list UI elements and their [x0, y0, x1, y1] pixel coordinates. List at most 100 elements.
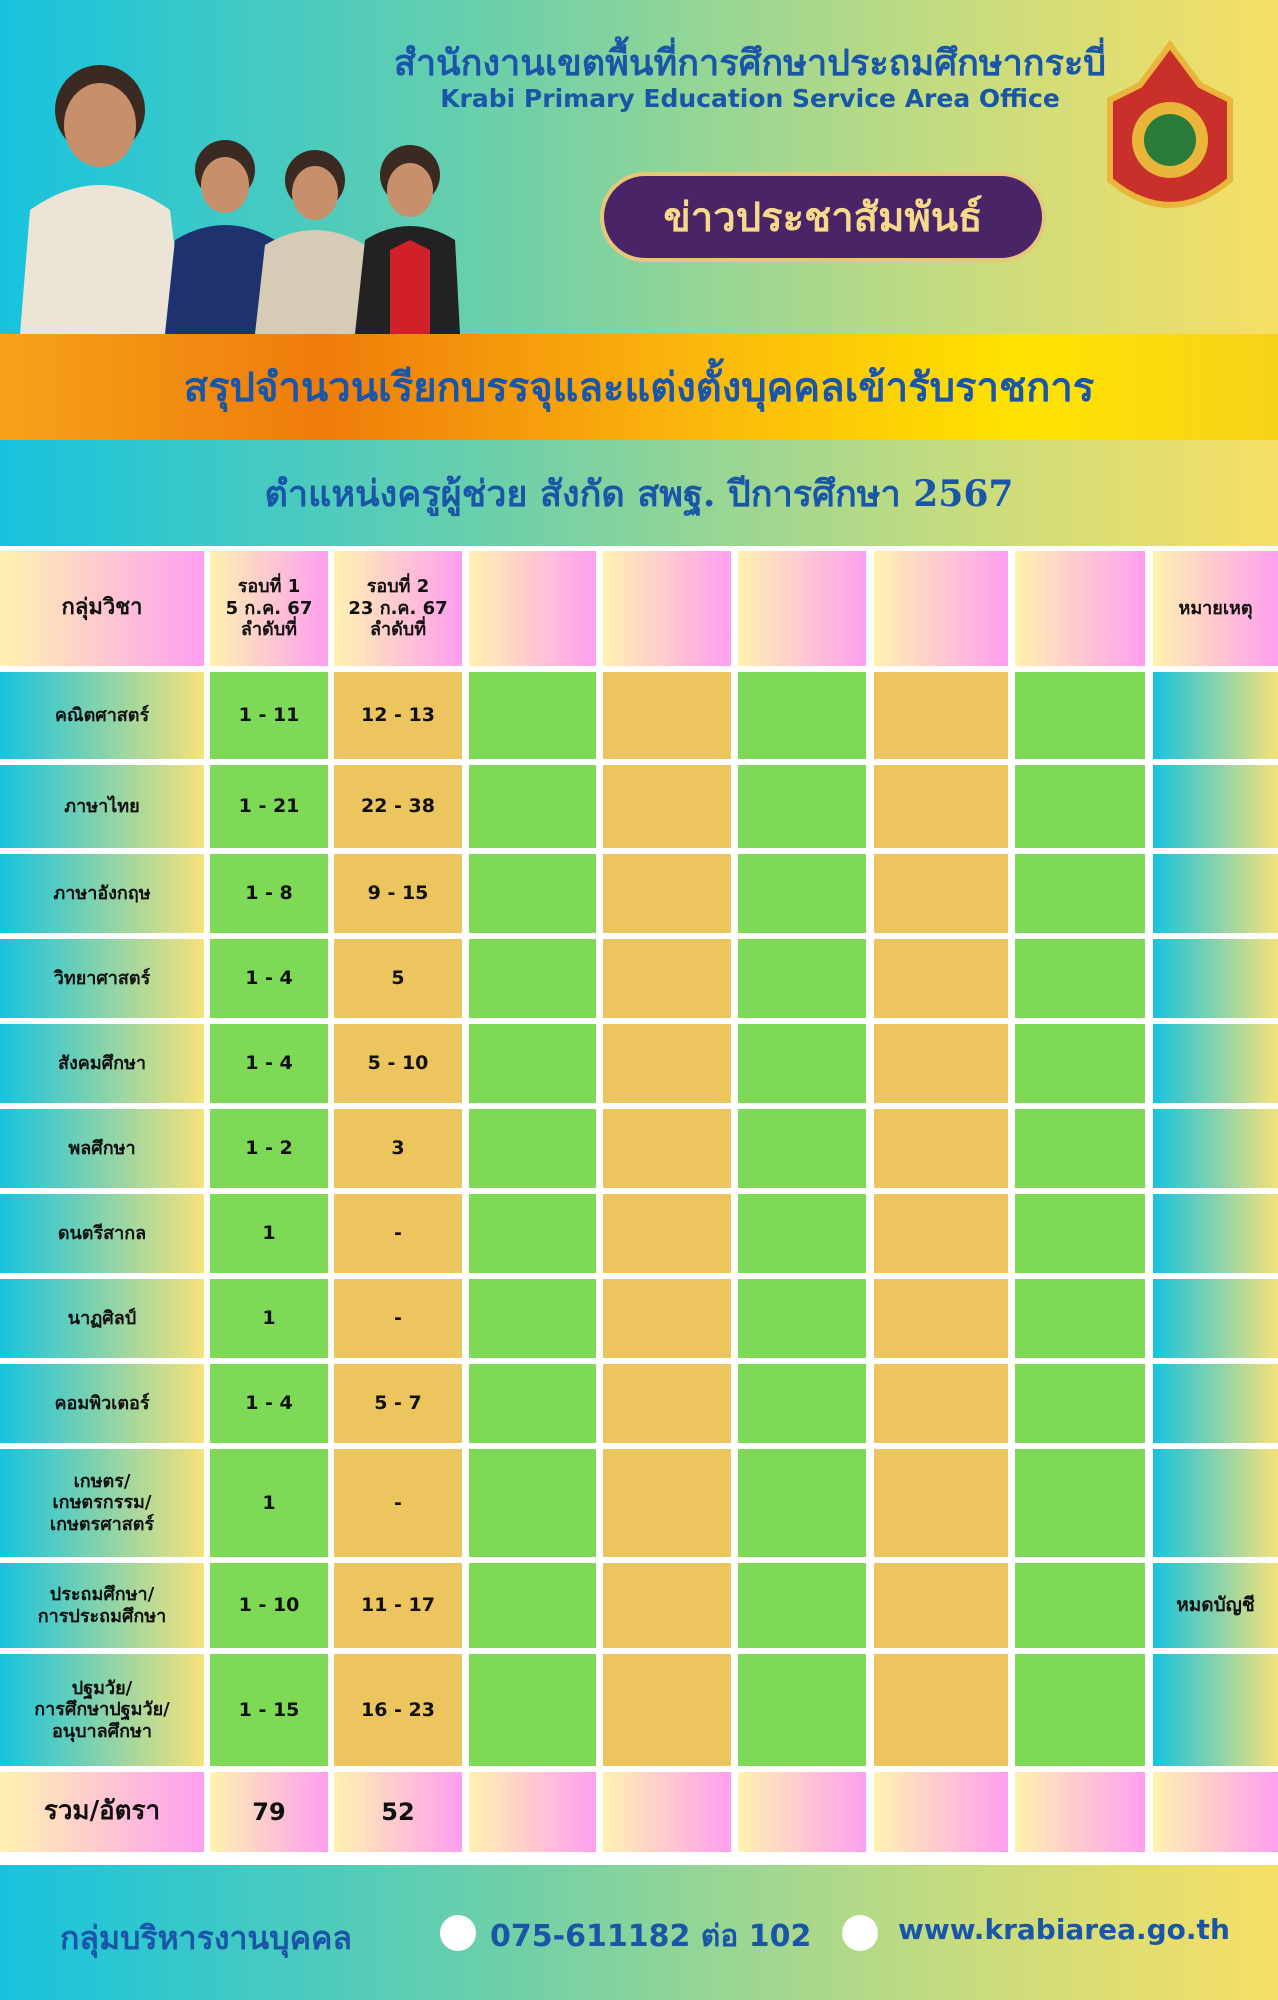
- total-cell: 79: [210, 1772, 328, 1852]
- table-cell: [469, 1279, 596, 1358]
- table-cell: [469, 1364, 596, 1443]
- table-cell: 3: [334, 1109, 462, 1188]
- total-cell: [874, 1772, 1008, 1852]
- table-cell: วิทยาศาสตร์: [0, 939, 204, 1018]
- table-cell: 5 - 7: [334, 1364, 462, 1443]
- table-cell: [1153, 1279, 1278, 1358]
- table-cell: [469, 1109, 596, 1188]
- header-cell: [1015, 551, 1145, 666]
- table-cell: [469, 854, 596, 933]
- table-cell: [469, 672, 596, 759]
- table-cell: 5: [334, 939, 462, 1018]
- table-cell: 5 - 10: [334, 1024, 462, 1103]
- table-cell: [1153, 1654, 1278, 1766]
- table-cell: 1 - 4: [210, 939, 328, 1018]
- table-cell: ดนตรีสากล: [0, 1194, 204, 1273]
- table-cell: [469, 939, 596, 1018]
- table-cell: [469, 1194, 596, 1273]
- table-cell: [738, 1449, 866, 1557]
- total-cell: [469, 1772, 596, 1852]
- table-cell: [1153, 939, 1278, 1018]
- table-cell: 11 - 17: [334, 1563, 462, 1648]
- title-en: Krabi Primary Education Service Area Off…: [440, 84, 1060, 113]
- header-cell: รอบที่ 2 23 ก.ค. 67 ลำดับที่: [334, 551, 462, 666]
- table-cell: [738, 1194, 866, 1273]
- table-cell: 1 - 15: [210, 1654, 328, 1766]
- table-cell: สังคมศึกษา: [0, 1024, 204, 1103]
- total-cell: 52: [334, 1772, 462, 1852]
- table-cell: [1153, 1194, 1278, 1273]
- table-cell: [603, 939, 731, 1018]
- table-cell: [874, 1194, 1008, 1273]
- table-cell: [1015, 1364, 1145, 1443]
- banner-subtitle: ตำแหน่งครูผู้ช่วย สังกัด สพฐ. ปีการศึกษา…: [0, 440, 1278, 546]
- table-cell: [469, 765, 596, 848]
- table-cell: [738, 1024, 866, 1103]
- table-cell: [1153, 672, 1278, 759]
- table-cell: [603, 1279, 731, 1358]
- table-cell: [1015, 1024, 1145, 1103]
- table-cell: [874, 1449, 1008, 1557]
- table-cell: [1153, 765, 1278, 848]
- table-cell: [1153, 1449, 1278, 1557]
- footer-phone: 075-611182 ต่อ 102: [490, 1919, 812, 1954]
- table-cell: -: [334, 1279, 462, 1358]
- total-cell: [1015, 1772, 1145, 1852]
- badge: ข่าวประชาสัมพันธ์: [600, 172, 1046, 262]
- table-cell: [874, 854, 1008, 933]
- table-cell: 1 - 8: [210, 854, 328, 933]
- table-cell: [738, 1654, 866, 1766]
- total-cell: รวม/อัตรา: [0, 1772, 204, 1852]
- table-cell: [738, 1364, 866, 1443]
- table-cell: 9 - 15: [334, 854, 462, 933]
- title-th: สำนักงานเขตพื้นที่การศึกษาประถมศึกษากระบ…: [393, 43, 1107, 84]
- table-cell: 1 - 10: [210, 1563, 328, 1648]
- table-cell: [603, 1109, 731, 1188]
- table-cell: 1 - 4: [210, 1024, 328, 1103]
- table-cell: [738, 939, 866, 1018]
- phone-icon: [440, 1915, 476, 1951]
- table-cell: [1015, 1563, 1145, 1648]
- table-cell: [738, 672, 866, 759]
- footer-website: www.krabiarea.go.th: [898, 1913, 1230, 1946]
- table-cell: 1 - 2: [210, 1109, 328, 1188]
- table-cell: นาฏศิลป์: [0, 1279, 204, 1358]
- table-cell: [874, 1109, 1008, 1188]
- table-cell: [1015, 1194, 1145, 1273]
- table-cell: [1015, 939, 1145, 1018]
- table-cell: ประถมศึกษา/ การประถมศึกษา: [0, 1563, 204, 1648]
- table-cell: [874, 939, 1008, 1018]
- table-cell: 1: [210, 1449, 328, 1557]
- header-cell: [469, 551, 596, 666]
- table-cell: [1015, 1654, 1145, 1766]
- table-cell: [874, 765, 1008, 848]
- table-cell: [603, 1449, 731, 1557]
- table-cell: [738, 1563, 866, 1648]
- table-cell: [1015, 854, 1145, 933]
- table-cell: [738, 1279, 866, 1358]
- table-cell: [1153, 1024, 1278, 1103]
- table-cell: [1153, 854, 1278, 933]
- table-cell: [603, 765, 731, 848]
- table-cell: 1 - 21: [210, 765, 328, 848]
- banner-title: สรุปจำนวนเรียกบรรจุและแต่งตั้งบุคคลเข้าร…: [0, 334, 1278, 440]
- table-cell: [603, 854, 731, 933]
- table-cell: [874, 1364, 1008, 1443]
- table-cell: 12 - 13: [334, 672, 462, 759]
- table-cell: -: [334, 1449, 462, 1557]
- footer: กลุ่มบริหารงานบุคคล 075-611182 ต่อ 102 w…: [0, 1865, 1278, 2000]
- table-cell: [603, 1364, 731, 1443]
- table-cell: [1153, 1364, 1278, 1443]
- table-cell: ปฐมวัย/ การศึกษาปฐมวัย/ อนุบาลศึกษา: [0, 1654, 204, 1766]
- header-cell: หมายเหตุ: [1153, 551, 1278, 666]
- table-cell: [1153, 1109, 1278, 1188]
- table-cell: [874, 672, 1008, 759]
- table-cell: คณิตศาสตร์: [0, 672, 204, 759]
- table-cell: [469, 1654, 596, 1766]
- table-cell: [874, 1563, 1008, 1648]
- table-cell: หมดบัญชี: [1153, 1563, 1278, 1648]
- header-cell: [738, 551, 866, 666]
- table-cell: [738, 1109, 866, 1188]
- table-cell: 1 - 4: [210, 1364, 328, 1443]
